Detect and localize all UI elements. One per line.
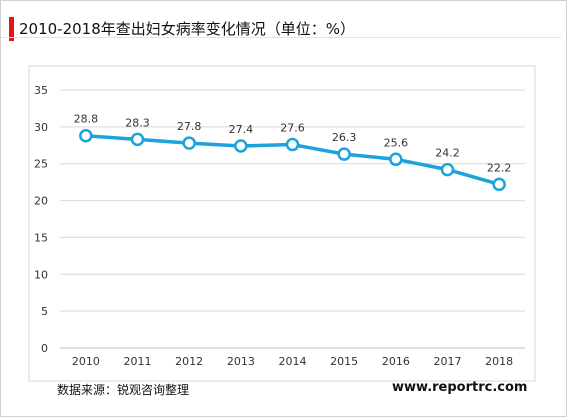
data-label: 27.6 — [280, 122, 305, 135]
x-tick-label: 2012 — [175, 355, 203, 368]
data-point — [492, 177, 506, 192]
title-divider — [1, 37, 561, 38]
website-url: www.reportrc.com — [392, 380, 528, 395]
data-point — [234, 139, 248, 153]
title-accent-bar — [9, 17, 14, 41]
y-tick-label: 30 — [34, 121, 48, 134]
data-point — [440, 162, 455, 177]
x-tick-label: 2016 — [382, 355, 410, 368]
data-label: 26.3 — [332, 131, 357, 144]
data-label: 28.3 — [125, 116, 150, 129]
data-label: 27.4 — [229, 123, 254, 136]
y-tick-label: 15 — [34, 231, 48, 244]
x-tick-label: 2018 — [485, 355, 513, 368]
y-tick-label: 0 — [41, 342, 48, 355]
data-point — [337, 147, 351, 161]
y-tick-label: 10 — [34, 268, 48, 281]
data-label: 22.2 — [487, 161, 512, 174]
x-tick-label: 2015 — [330, 355, 358, 368]
y-tick-label: 35 — [34, 84, 48, 97]
y-tick-label: 20 — [34, 195, 48, 208]
data-point — [130, 132, 145, 147]
x-tick-label: 2013 — [227, 355, 255, 368]
data-label: 25.6 — [384, 136, 409, 149]
data-label: 24.2 — [435, 147, 460, 160]
x-tick-label: 2017 — [434, 355, 462, 368]
x-tick-label: 2010 — [72, 355, 100, 368]
data-source: 数据来源：锐观咨询整理 — [57, 383, 190, 397]
title-bar: 2010-2018年查出妇女病率变化情况（单位：%） — [1, 15, 566, 41]
plot-area-border — [28, 65, 536, 382]
y-tick-label: 25 — [34, 158, 48, 171]
x-tick-label: 2014 — [279, 355, 307, 368]
data-label: 28.8 — [74, 113, 99, 126]
data-point — [389, 152, 403, 167]
y-tick-label: 5 — [41, 305, 48, 318]
data-point — [79, 128, 93, 143]
data-label: 27.8 — [177, 120, 202, 133]
x-tick-label: 2011 — [124, 355, 152, 368]
data-point — [182, 136, 196, 150]
data-point — [285, 137, 300, 152]
chart-title: 2010-2018年查出妇女病率变化情况（单位：%） — [19, 20, 356, 38]
